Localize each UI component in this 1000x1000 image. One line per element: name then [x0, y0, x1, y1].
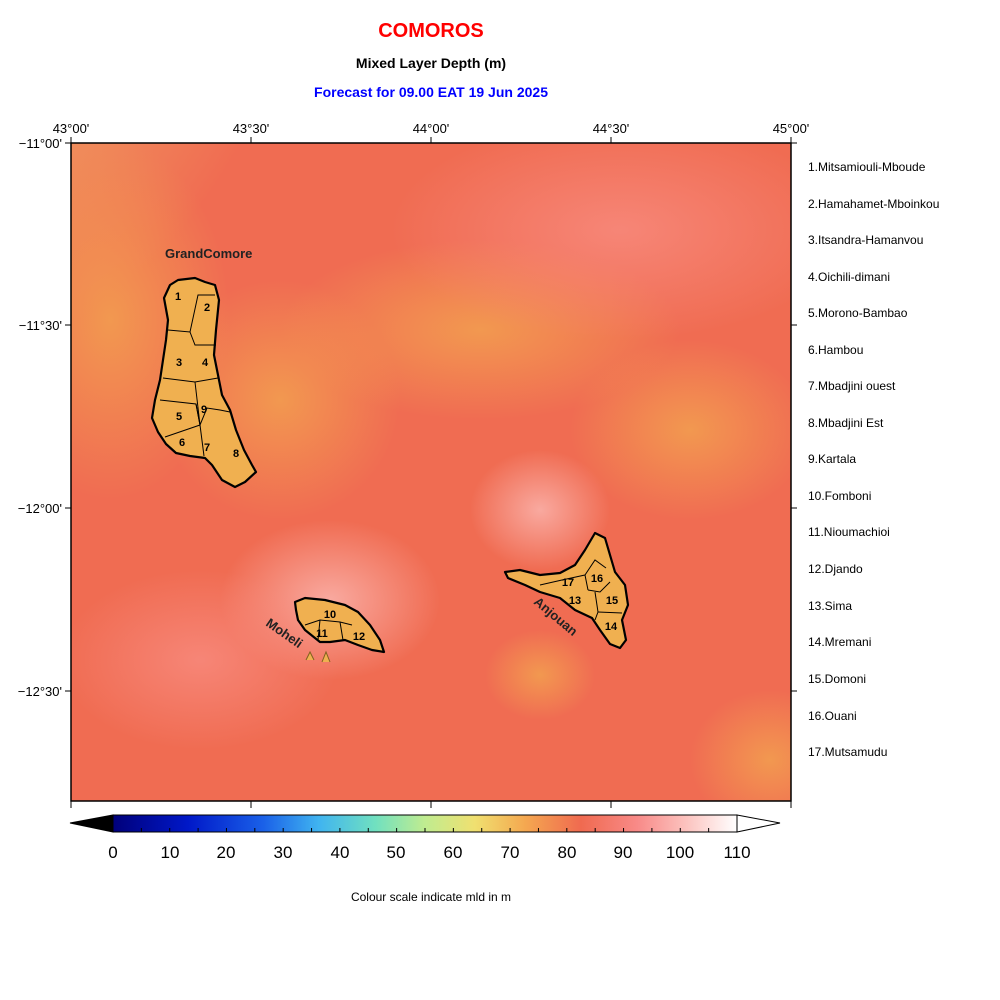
region-number: 11 — [316, 628, 328, 640]
region-number: 5 — [176, 411, 182, 423]
region-number: 12 — [353, 631, 365, 643]
region-legend-item: 11.Nioumachioi — [808, 525, 890, 539]
map-ticks — [65, 137, 797, 808]
region-legend-item: 12.Djando — [808, 562, 863, 576]
region-number: 17 — [562, 577, 574, 589]
region-legend-item: 6.Hambou — [808, 343, 864, 357]
region-number: 14 — [605, 621, 618, 633]
region-number: 7 — [204, 442, 210, 454]
region-legend-item: 16.Ouani — [808, 709, 857, 723]
region-number: 10 — [324, 609, 336, 621]
map-title-country: COMOROS — [378, 20, 484, 42]
region-legend-item: 2.Hamahamet-Mboinkou — [808, 197, 940, 211]
region-legend-item: 9.Kartala — [808, 452, 857, 466]
lat-label: −11°30' — [19, 318, 62, 333]
region-legend-item: 5.Morono-Bambao — [808, 306, 908, 320]
region-legend-item: 4.Oichili-dimani — [808, 270, 891, 284]
colorbar-tick-label: 110 — [723, 843, 750, 862]
region-number: 9 — [201, 404, 207, 416]
region-legend-item: 3.Itsandra-Hamanvou — [808, 233, 924, 247]
region-legend-item: 7.Mbadjini ouest — [808, 379, 896, 393]
island-name-grand-comore: GrandComore — [165, 246, 252, 261]
colorbar-tick-label: 40 — [331, 843, 350, 862]
region-number: 15 — [606, 595, 618, 607]
colorbar-caption: Colour scale indicate mld in m — [350, 890, 512, 904]
region-legend-item: 10.Fomboni — [808, 489, 872, 503]
region-number: 16 — [591, 573, 603, 585]
region-number: 1 — [175, 291, 181, 303]
lon-label: 44°30' — [593, 121, 630, 136]
region-number: 13 — [569, 595, 581, 607]
colorbar-tick-label: 50 — [387, 843, 406, 862]
colorbar-tick-label: 10 — [161, 843, 180, 862]
lon-label: 43°00' — [53, 121, 90, 136]
region-legend-item: 1.Mitsamiouli-Mboude — [808, 160, 926, 174]
region-number: 4 — [202, 357, 209, 369]
region-legend-item: 17.Mutsamudu — [808, 745, 888, 759]
region-number: 8 — [233, 448, 239, 460]
region-number: 6 — [179, 437, 185, 449]
colorbar-tick-label: 0 — [108, 843, 117, 862]
colorbar-tick-label: 100 — [666, 843, 694, 862]
region-legend-item: 14.Mremani — [808, 635, 872, 649]
lat-label: −11°00' — [19, 136, 62, 151]
colorbar-tick-label: 90 — [614, 843, 633, 862]
region-number: 2 — [204, 302, 210, 314]
colorbar-tick-label: 70 — [501, 843, 520, 862]
forecast-time: Forecast for 09.00 EAT 19 Jun 2025 — [314, 84, 548, 100]
colorbar-tick-label: 30 — [274, 843, 293, 862]
colorbar — [69, 814, 781, 833]
lat-label: −12°00' — [18, 501, 62, 516]
colorbar-tick-label: 20 — [217, 843, 236, 862]
region-number: 3 — [176, 357, 182, 369]
island-anjouan — [503, 531, 630, 650]
map-subtitle-parameter: Mixed Layer Depth (m) — [355, 55, 507, 71]
mld-field — [71, 143, 791, 801]
region-legend-item: 13.Sima — [808, 599, 853, 613]
colorbar-tick-label: 80 — [558, 843, 577, 862]
region-legend-item: 15.Domoni — [808, 672, 867, 686]
island-moheli — [293, 596, 386, 663]
region-legend-item: 8.Mbadjini Est — [808, 416, 884, 430]
lon-label: 44°00' — [413, 121, 450, 136]
lat-label: −12°30' — [18, 684, 62, 699]
lon-label: 43°30' — [233, 121, 270, 136]
colorbar-tick-label: 60 — [444, 843, 463, 862]
island-grand-comore — [150, 276, 258, 489]
lon-label: 45°00' — [773, 121, 810, 136]
